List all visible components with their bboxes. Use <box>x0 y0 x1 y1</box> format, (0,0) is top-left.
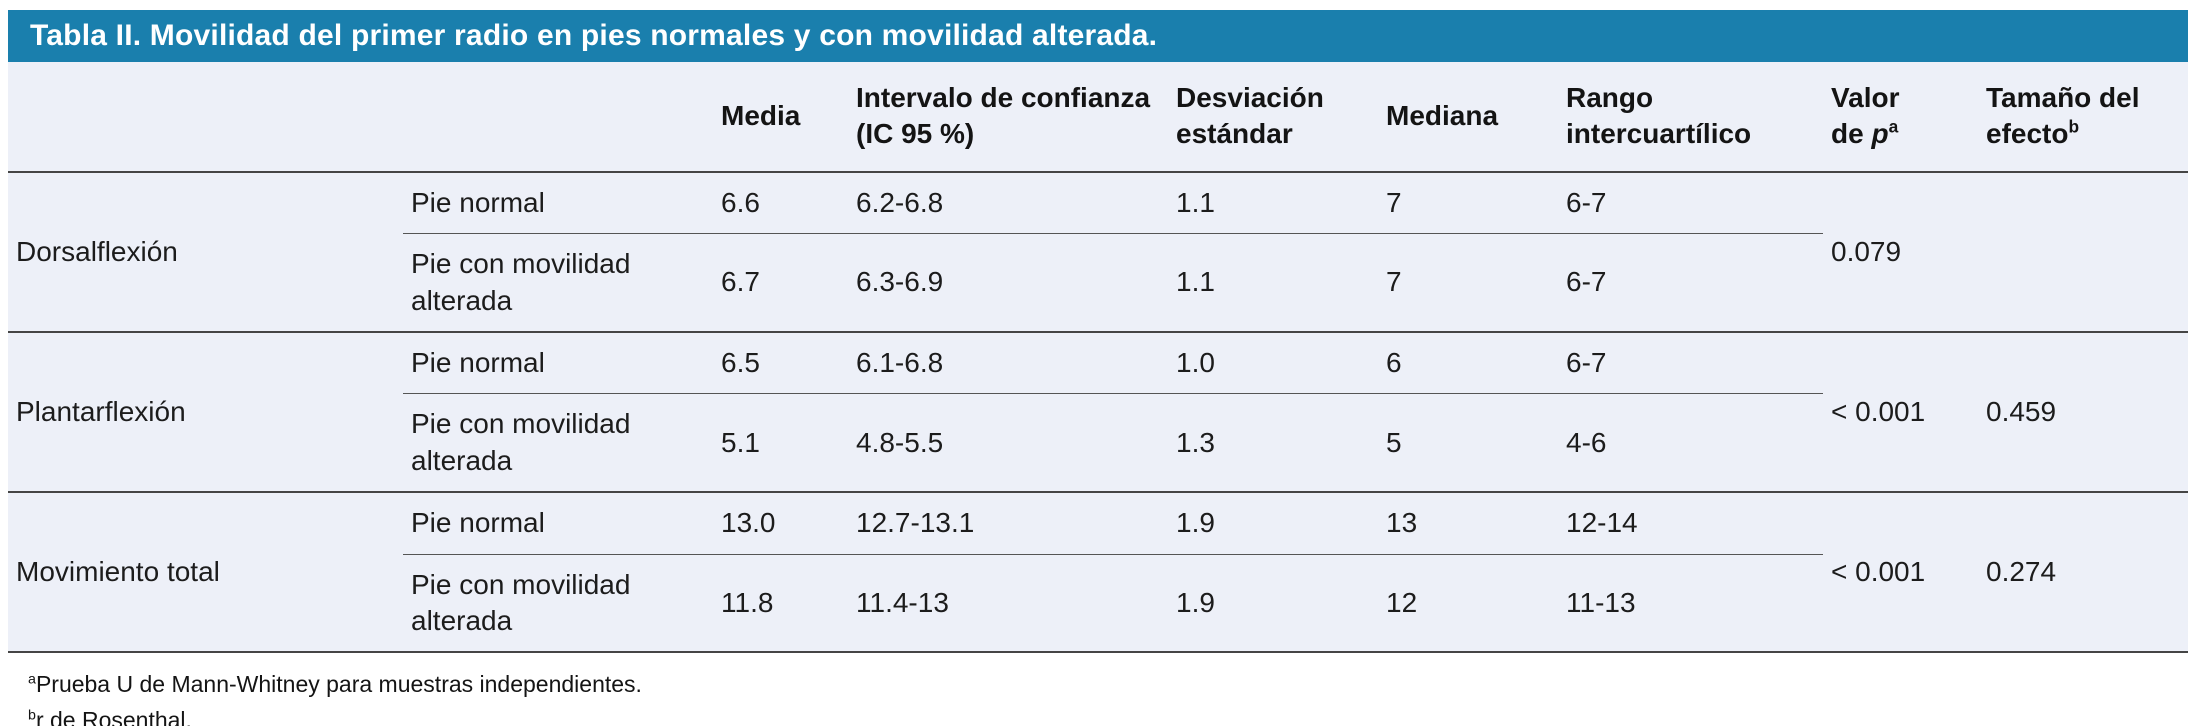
row-label: Pie con movilidad alterada <box>411 248 631 316</box>
group-label-plantarflexion: Plantarflexión <box>16 395 186 427</box>
table-title-bar: Tabla II. Movilidad del primer radio en … <box>8 10 2188 62</box>
table-row: Pie con movilidad alterada 5.1 4.8-5.5 1… <box>8 394 2188 492</box>
row-label: Pie normal <box>403 171 713 235</box>
footnote-a-text: Prueba U de Mann-Whitney para muestras i… <box>35 671 642 698</box>
cell-desviacion: 1.9 <box>1168 492 1378 555</box>
cell-valor-p: < 0.001 <box>1831 395 1926 427</box>
cell-mediana: 12 <box>1386 586 1418 618</box>
header-mediana: Mediana <box>1386 100 1499 132</box>
header-tamano-efecto: Tamaño del efectob <box>1978 62 2188 172</box>
section-dorsalflexion: Dorsalflexión Pie normal 6.6 6.2-6.8 1.1… <box>8 171 2188 332</box>
valor-p-line2: de <box>1831 118 1872 150</box>
table-row: Dorsalflexión Pie normal 6.6 6.2-6.8 1.1… <box>8 171 2188 267</box>
cell-media: 6.7 <box>721 266 760 298</box>
table-row: Plantarflexión Pie normal 6.5 6.1-6.8 1.… <box>8 331 2188 427</box>
header-rango-intercuartilico: Rango intercuartílico <box>1566 82 1752 150</box>
table-container: Tabla II. Movilidad del primer radio en … <box>8 10 2188 726</box>
section-plantarflexion: Plantarflexión Pie normal 6.5 6.1-6.8 1.… <box>8 331 2188 492</box>
cell-media: 11.8 <box>721 586 774 618</box>
cell-media: 6.6 <box>713 171 848 235</box>
header-subgroup-spacer <box>403 62 713 172</box>
tamano-efecto-superscript: b <box>2068 117 2080 138</box>
cell-intervalo: 6.2-6.8 <box>848 171 1168 235</box>
cell-mediana: 6 <box>1378 331 1558 395</box>
table-row: Movimiento total Pie normal 13.0 12.7-13… <box>8 492 2188 587</box>
section-movimiento-total: Movimiento total Pie normal 13.0 12.7-13… <box>8 492 2188 652</box>
cell-mediana: 7 <box>1378 171 1558 235</box>
cell-desviacion: 1.9 <box>1176 586 1215 618</box>
stats-table: Media Intervalo de confianza (IC 95 %) D… <box>8 62 2188 654</box>
cell-valor-p: 0.079 <box>1831 235 1902 267</box>
tamano-efecto-text: Tamaño del efecto <box>1986 82 2140 150</box>
row-label: Pie normal <box>403 492 713 555</box>
table-row: Pie con movilidad alterada 11.8 11.4-13 … <box>8 554 2188 652</box>
cell-rango: 12-14 <box>1558 492 1823 555</box>
cell-rango: 6-7 <box>1558 331 1823 395</box>
footnote-a: aPrueba U de Mann-Whitney para muestras … <box>28 667 2188 703</box>
table-header: Media Intervalo de confianza (IC 95 %) D… <box>8 62 2188 172</box>
cell-intervalo: 6.1-6.8 <box>848 331 1168 395</box>
cell-desviacion: 1.1 <box>1168 171 1378 235</box>
cell-intervalo: 4.8-5.5 <box>856 426 944 458</box>
cell-tamano-efecto: 0.459 <box>1986 395 2057 427</box>
cell-mediana: 7 <box>1386 266 1402 298</box>
row-label: Pie normal <box>403 331 713 395</box>
cell-mediana: 13 <box>1378 492 1558 555</box>
cell-media: 5.1 <box>721 426 760 458</box>
cell-intervalo: 6.3-6.9 <box>856 266 944 298</box>
cell-intervalo: 12.7-13.1 <box>848 492 1168 555</box>
header-row: Media Intervalo de confianza (IC 95 %) D… <box>8 62 2188 172</box>
cell-desviacion: 1.3 <box>1176 426 1215 458</box>
cell-rango: 4-6 <box>1566 426 1607 458</box>
row-label: Pie con movilidad alterada <box>411 408 631 476</box>
cell-desviacion: 1.1 <box>1176 266 1215 298</box>
valor-p-line1: Valor <box>1831 82 1900 113</box>
cell-tamano-efecto <box>1978 172 2188 332</box>
header-group-spacer <box>8 62 403 172</box>
header-media: Media <box>721 100 801 132</box>
cell-rango: 6-7 <box>1566 266 1607 298</box>
footnote-b: br de Rosenthal. <box>28 703 2188 726</box>
cell-valor-p: < 0.001 <box>1831 556 1926 588</box>
footnote-a-superscript: a <box>28 671 36 688</box>
cell-media: 6.5 <box>713 331 848 395</box>
cell-intervalo: 11.4-13 <box>856 586 949 618</box>
header-valor-p: Valor de pa <box>1823 62 1978 172</box>
valor-p-symbol: p <box>1871 118 1889 150</box>
cell-rango: 6-7 <box>1558 171 1823 235</box>
table-footnotes: aPrueba U de Mann-Whitney para muestras … <box>28 667 2188 726</box>
group-label-dorsalflexion: Dorsalflexión <box>16 235 178 267</box>
table-row: Pie con movilidad alterada 6.7 6.3-6.9 1… <box>8 234 2188 332</box>
group-label-movimiento-total: Movimiento total <box>16 556 220 588</box>
header-intervalo-confianza: Intervalo de confianza (IC 95 %) <box>856 82 1151 150</box>
table-title: Tabla II. Movilidad del primer radio en … <box>30 19 1158 52</box>
row-label: Pie con movilidad alterada <box>411 568 631 636</box>
header-desviacion-estandar: Desviación estándar <box>1176 82 1324 150</box>
footnote-b-text: r de Rosenthal. <box>35 706 192 726</box>
cell-desviacion: 1.0 <box>1168 331 1378 395</box>
valor-p-superscript: a <box>1888 117 1899 138</box>
cell-rango: 11-13 <box>1566 586 1636 618</box>
cell-tamano-efecto: 0.274 <box>1986 556 2057 588</box>
footnote-b-superscript: b <box>28 707 36 724</box>
cell-mediana: 5 <box>1386 426 1402 458</box>
cell-media: 13.0 <box>713 492 848 555</box>
